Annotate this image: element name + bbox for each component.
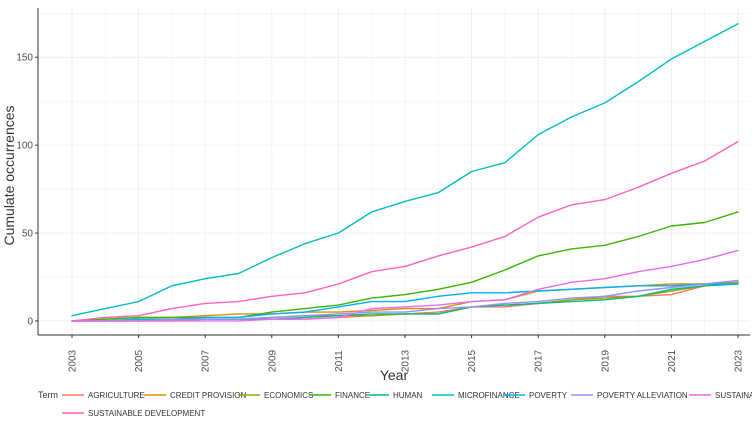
plot-panel: [38, 8, 750, 335]
x-tick-label: 2009: [267, 349, 278, 372]
x-tick-label: 2019: [600, 349, 611, 372]
legend-label: FINANCE: [335, 391, 370, 400]
series-line-sustainability: [71, 249, 739, 322]
y-tick-label: 0: [27, 316, 33, 327]
tick-labels: 0 50 100 150 2003 2005 2007 2009 2011 2013 2015 201…: [16, 53, 744, 372]
grid: [38, 8, 750, 335]
y-tick-label: 150: [16, 53, 33, 64]
legend-label: HUMAN: [393, 391, 423, 400]
series-line-finance: [71, 211, 739, 322]
x-tick-label: 2023: [734, 349, 745, 372]
x-tick-label: 2005: [134, 349, 145, 372]
x-tick-label: 2015: [467, 349, 478, 372]
x-tick-label: 2021: [667, 349, 678, 372]
legend-label: SUSTAINABLE DEVELOPMENT: [88, 409, 205, 418]
x-tick-label: 2013: [401, 349, 412, 372]
y-axis-title: Cumulate occurrences: [1, 105, 17, 245]
legend-label: POVERTY: [529, 391, 568, 400]
legend-label: MICROFINANCE: [458, 391, 520, 400]
legend-label: SUSTAINABILITY: [715, 391, 752, 400]
axes: [37, 8, 750, 336]
x-axis-title: Year: [380, 367, 409, 383]
legend-label: ECONOMICS: [264, 391, 313, 400]
y-tick-label: 50: [22, 229, 34, 240]
series-line-microfinance: [71, 23, 739, 317]
legend-label: CREDIT PROVISION: [170, 391, 247, 400]
series-line-sustainable-development: [71, 140, 739, 322]
legend-label: AGRICULTURE: [88, 391, 145, 400]
y-tick-label: 100: [16, 141, 33, 152]
x-tick-label: 2003: [68, 349, 79, 372]
legend: Term AGRICULTURE CREDIT PROVISION ECONOMIC…: [38, 390, 752, 418]
x-tick-label: 2017: [534, 349, 545, 372]
x-tick-label: 2007: [201, 349, 212, 372]
series-line-poverty-alleviation: [71, 279, 739, 322]
legend-title: Term: [38, 390, 58, 400]
x-tick-label: 2011: [334, 350, 345, 372]
series-lines: [71, 23, 739, 322]
legend-label: POVERTY ALLEVIATION: [597, 391, 688, 400]
